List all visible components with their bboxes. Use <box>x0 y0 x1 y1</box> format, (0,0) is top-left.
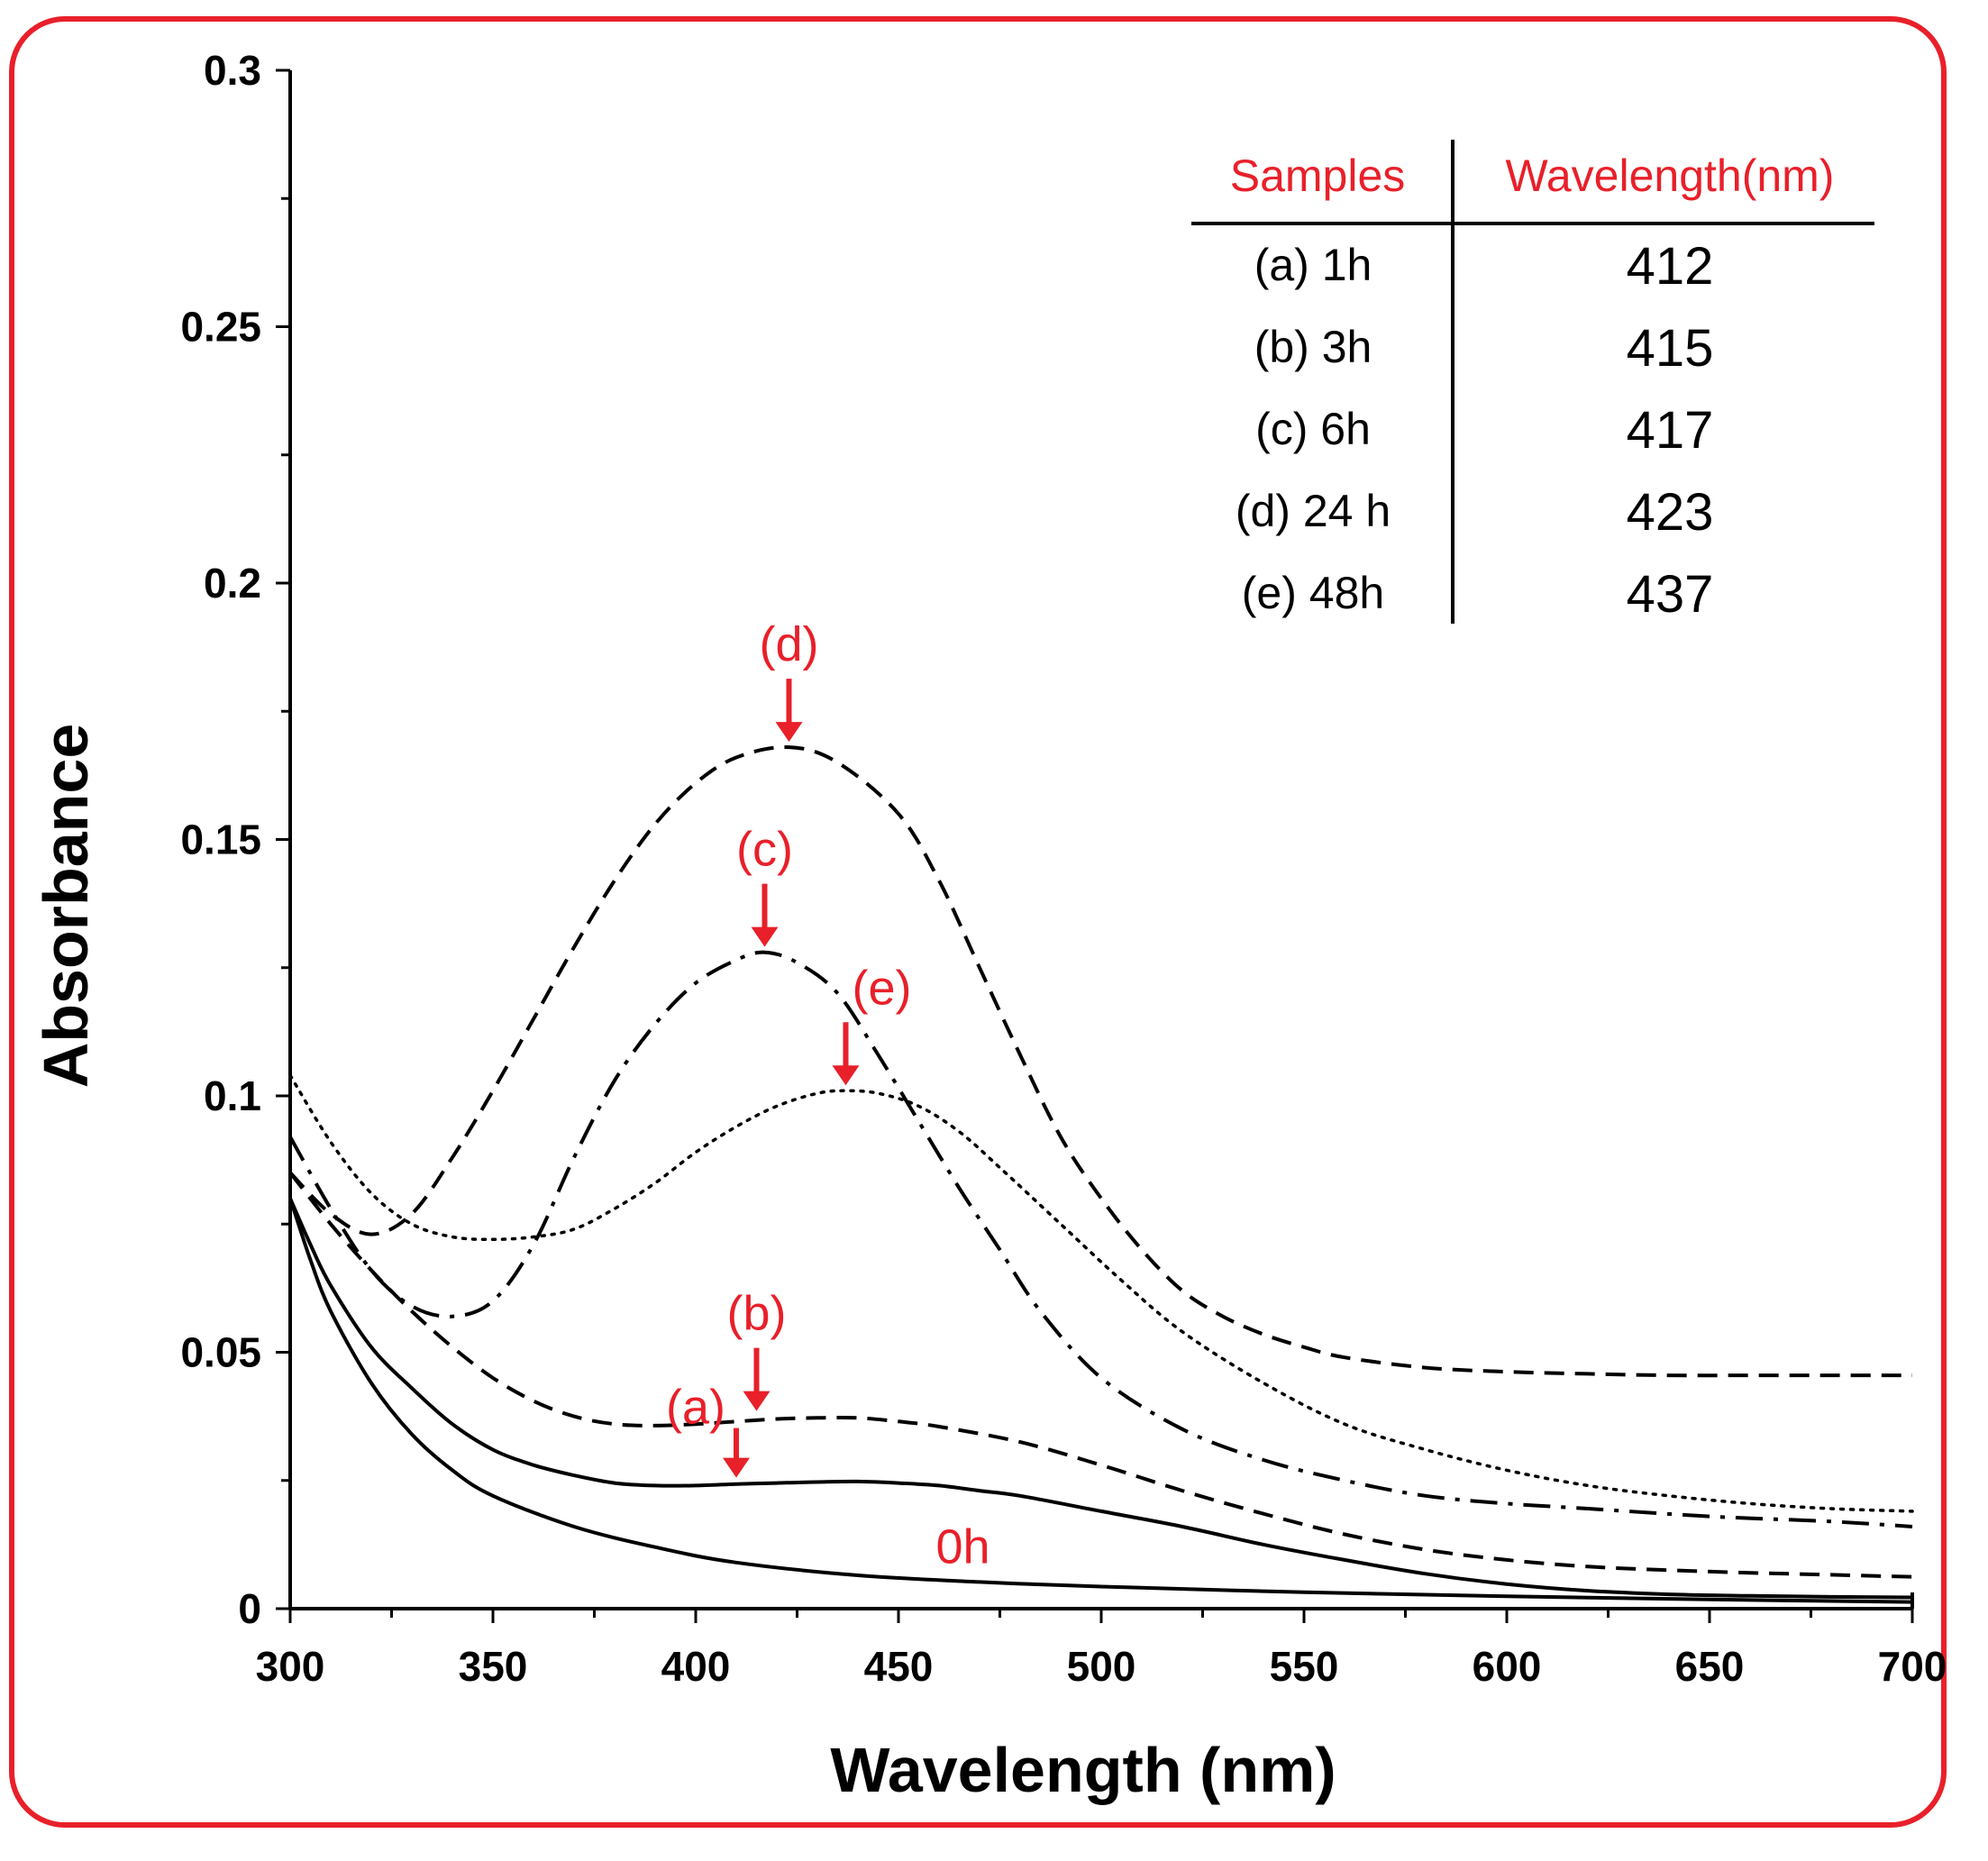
series-layer <box>288 745 1914 1604</box>
x-tick-label: 350 <box>459 1643 528 1690</box>
annotation-label-0h: 0h <box>936 1520 990 1574</box>
inset-table: Samples Wavelength(nm) (a) 1h 412 (b) 3h 415 (… <box>1191 140 1874 624</box>
series-line-a <box>288 1197 1913 1600</box>
table-header-samples: Samples <box>1230 151 1406 201</box>
table-cell-sample: (e) 48h <box>1242 568 1384 618</box>
x-tick-label: 300 <box>256 1643 325 1690</box>
x-tick-label: 500 <box>1067 1643 1136 1690</box>
x-tick-label: 450 <box>864 1643 934 1690</box>
x-tick-label: 600 <box>1473 1643 1542 1690</box>
table-cell-wavelength: 417 <box>1627 401 1714 460</box>
y-tick-label: 0 <box>238 1585 261 1632</box>
y-tick-label: 0.15 <box>180 816 261 863</box>
annotation-b: (b) <box>727 1287 787 1341</box>
y-tick-label: 0.05 <box>180 1329 261 1376</box>
x-tick-label: 700 <box>1878 1643 1947 1690</box>
table-cell-wavelength: 412 <box>1627 237 1714 296</box>
table-cell-wavelength: 423 <box>1627 483 1714 542</box>
figure-frame <box>9 16 1947 1828</box>
annotation-layer: (a)(b) (c) (d) (e) 0h <box>666 617 990 1574</box>
axes: 300 350 400 450 500 550 600 650 700 0 0.05 0.1 0.15 0… <box>180 47 1947 1690</box>
y-tick-label: 0.25 <box>180 304 261 351</box>
y-tick-label: 0.1 <box>204 1072 261 1119</box>
annotation-d: (d) <box>760 617 819 671</box>
y-tick-label: 0.2 <box>204 560 261 607</box>
series-line-c <box>288 950 1913 1528</box>
x-axis-title: Wavelength (nm) <box>830 1735 1336 1805</box>
table-cell-sample: (d) 24 h <box>1236 486 1391 536</box>
arrowhead-e <box>832 1065 860 1086</box>
table-header-wavelength: Wavelength(nm) <box>1506 151 1835 201</box>
x-tick-label: 550 <box>1270 1643 1339 1690</box>
y-axis-title: Absorbance <box>31 724 101 1089</box>
arrowhead-a <box>723 1457 750 1478</box>
annotation-a: (a) <box>666 1381 725 1435</box>
y-tick-label: 0.3 <box>204 47 261 94</box>
series-line-e <box>288 1073 1914 1513</box>
table-cell-sample: (a) 1h <box>1254 240 1372 290</box>
arrowhead-b <box>743 1391 771 1411</box>
table-cell-sample: (c) 6h <box>1255 404 1371 454</box>
x-tick-label: 400 <box>661 1643 731 1690</box>
table-cell-wavelength: 415 <box>1627 319 1714 378</box>
table-cell-sample: (b) 3h <box>1254 322 1372 372</box>
x-tick-label: 650 <box>1675 1643 1745 1690</box>
annotation-e: (e) <box>853 961 912 1015</box>
series-line-0h <box>288 1198 1913 1604</box>
table-cell-wavelength: 437 <box>1627 565 1714 624</box>
annotation-c: (c) <box>736 823 793 877</box>
arrowhead-d <box>775 722 803 743</box>
series-line-d <box>288 745 1912 1378</box>
series-line-b <box>288 1172 1913 1579</box>
arrowhead-c <box>751 926 779 947</box>
